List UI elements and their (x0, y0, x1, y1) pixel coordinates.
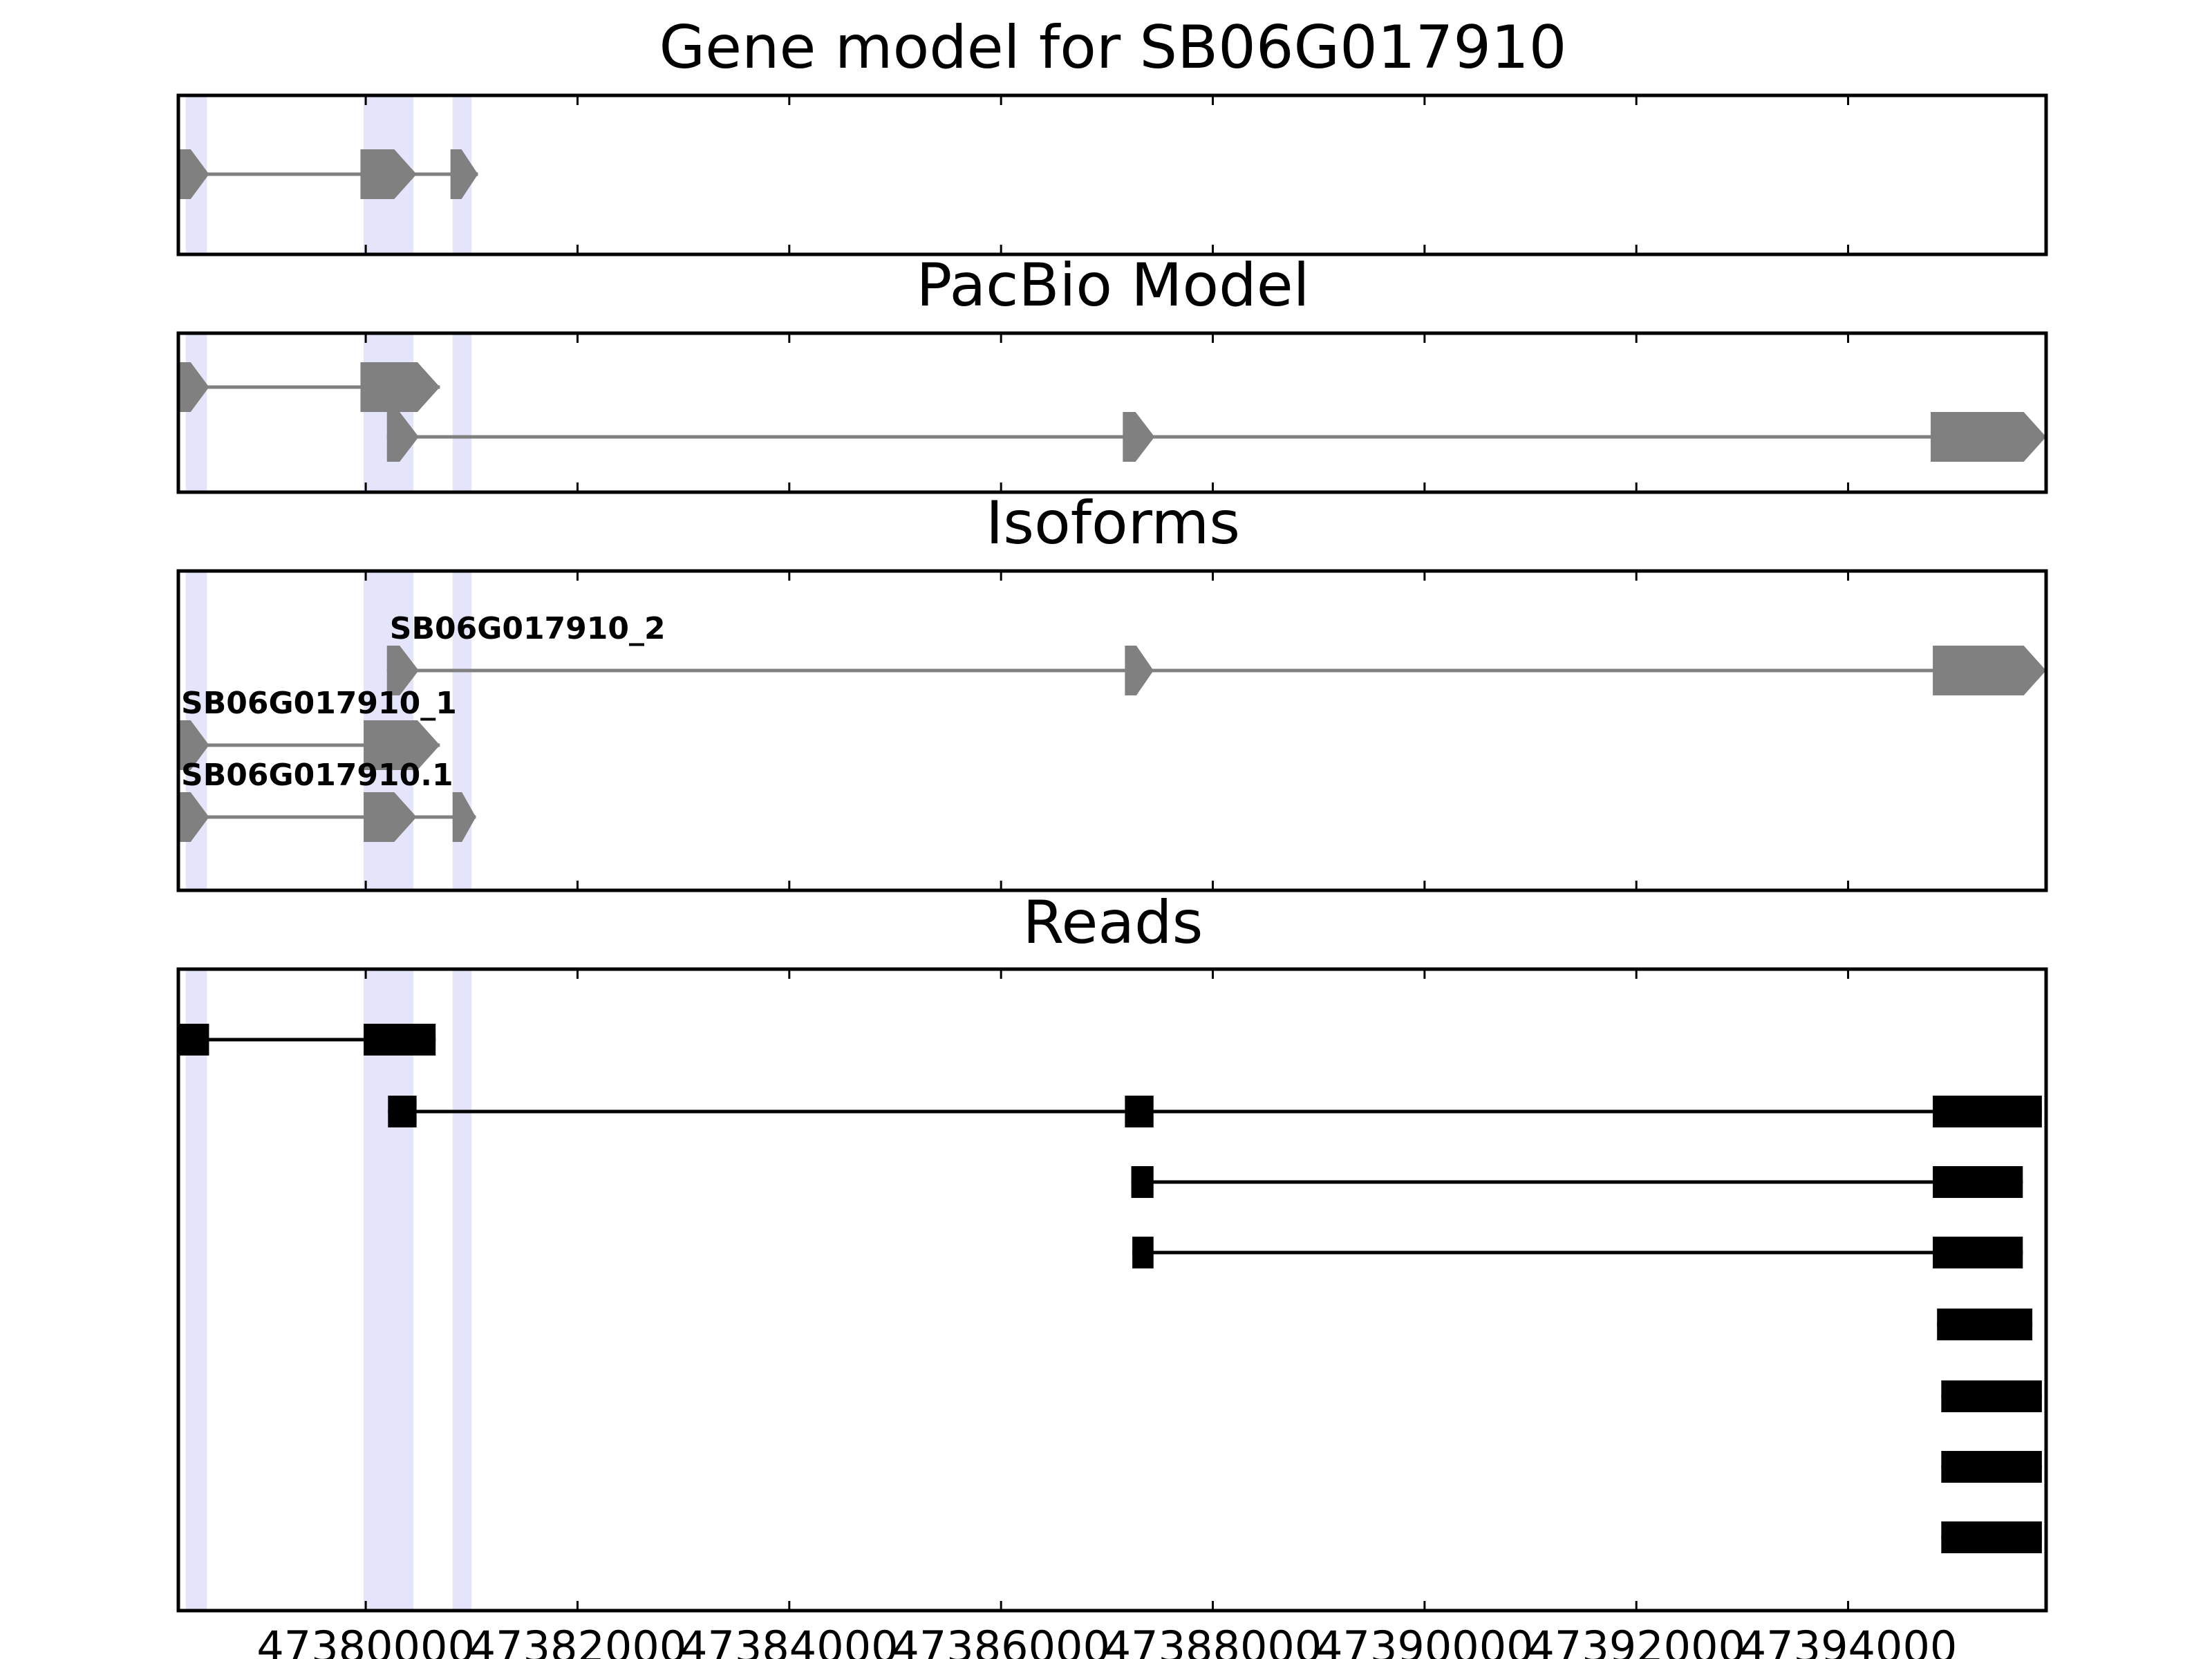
exon-arrow (178, 362, 209, 412)
highlight-band (452, 969, 472, 1611)
read-exon-block (1933, 1166, 2023, 1198)
read-exon-block (388, 1096, 417, 1127)
isoform-label: SB06G017910_1 (181, 686, 457, 721)
exon-arrow (1123, 412, 1155, 462)
highlight-band (185, 333, 207, 492)
read-exon-block (364, 1024, 436, 1056)
read-exon-block (1933, 1096, 2042, 1127)
highlight-band (452, 333, 472, 492)
read-exon-block (1131, 1166, 1154, 1198)
exon-arrow (386, 412, 419, 462)
x-tick-label: 47386000 (892, 1622, 1110, 1659)
x-tick-label: 47394000 (1739, 1622, 1958, 1659)
panel-frame (176, 93, 2048, 256)
exon-arrow (364, 720, 440, 770)
read-exon-block (1933, 1237, 2023, 1268)
exon-arrow (450, 149, 478, 199)
read-exon-block (1941, 1380, 2042, 1412)
read-exon-block (1132, 1237, 1154, 1268)
panel-title-gene-model: Gene model for SB06G017910 (659, 13, 1567, 82)
x-tick-label: 47388000 (1104, 1622, 1322, 1659)
exon-arrow (452, 792, 476, 842)
x-tick-label: 47384000 (680, 1622, 899, 1659)
isoform-label: SB06G017910.1 (181, 758, 453, 793)
read-exon-block (178, 1024, 209, 1056)
panel-frame (176, 331, 2048, 494)
read-exon-block (1941, 1521, 2042, 1553)
x-tick-label: 47390000 (1315, 1622, 1534, 1659)
panel-frame (176, 569, 2048, 892)
panel-frame (176, 967, 2048, 1613)
x-tick-label: 47382000 (469, 1622, 687, 1659)
read-exon-block (1941, 1451, 2042, 1483)
exon-arrow (178, 792, 209, 842)
x-tick-label: 47380000 (256, 1622, 475, 1659)
exon-arrow (364, 792, 417, 842)
panel-title-reads: Reads (1023, 888, 1203, 957)
read-exon-block (1125, 1096, 1154, 1127)
exon-arrow (178, 149, 209, 199)
exon-arrow (360, 362, 440, 412)
exon-arrow (178, 720, 209, 770)
exon-arrow (1931, 412, 2046, 462)
exon-arrow (360, 149, 417, 199)
read-exon-block (1937, 1309, 2033, 1340)
isoform-label: SB06G017910_2 (390, 611, 666, 646)
highlight-band (364, 969, 414, 1611)
x-tick-label: 47392000 (1527, 1622, 1745, 1659)
panel-title-isoforms: Isoforms (986, 489, 1240, 558)
exon-arrow (1933, 646, 2046, 695)
exon-arrow (1125, 646, 1154, 695)
panel-title-pacbio-model: PacBio Model (916, 251, 1309, 320)
highlight-band (185, 969, 207, 1611)
exon-arrow (386, 646, 419, 695)
